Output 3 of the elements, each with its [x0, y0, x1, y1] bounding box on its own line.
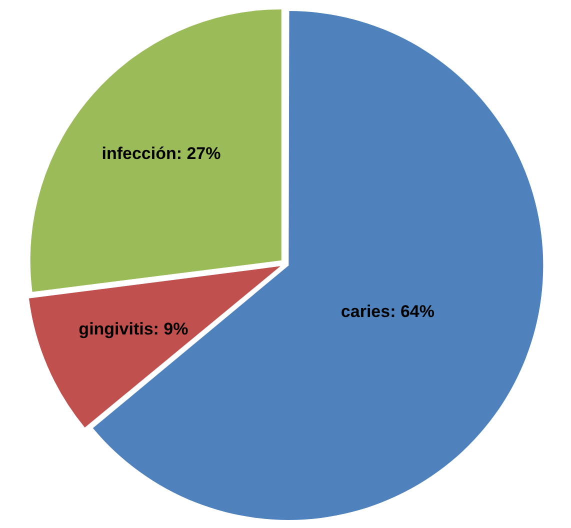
slice-label: infección: 27%: [102, 144, 221, 164]
slice-label: caries: 64%: [340, 302, 434, 321]
slice-label: gingivitis: 9%: [78, 319, 188, 338]
